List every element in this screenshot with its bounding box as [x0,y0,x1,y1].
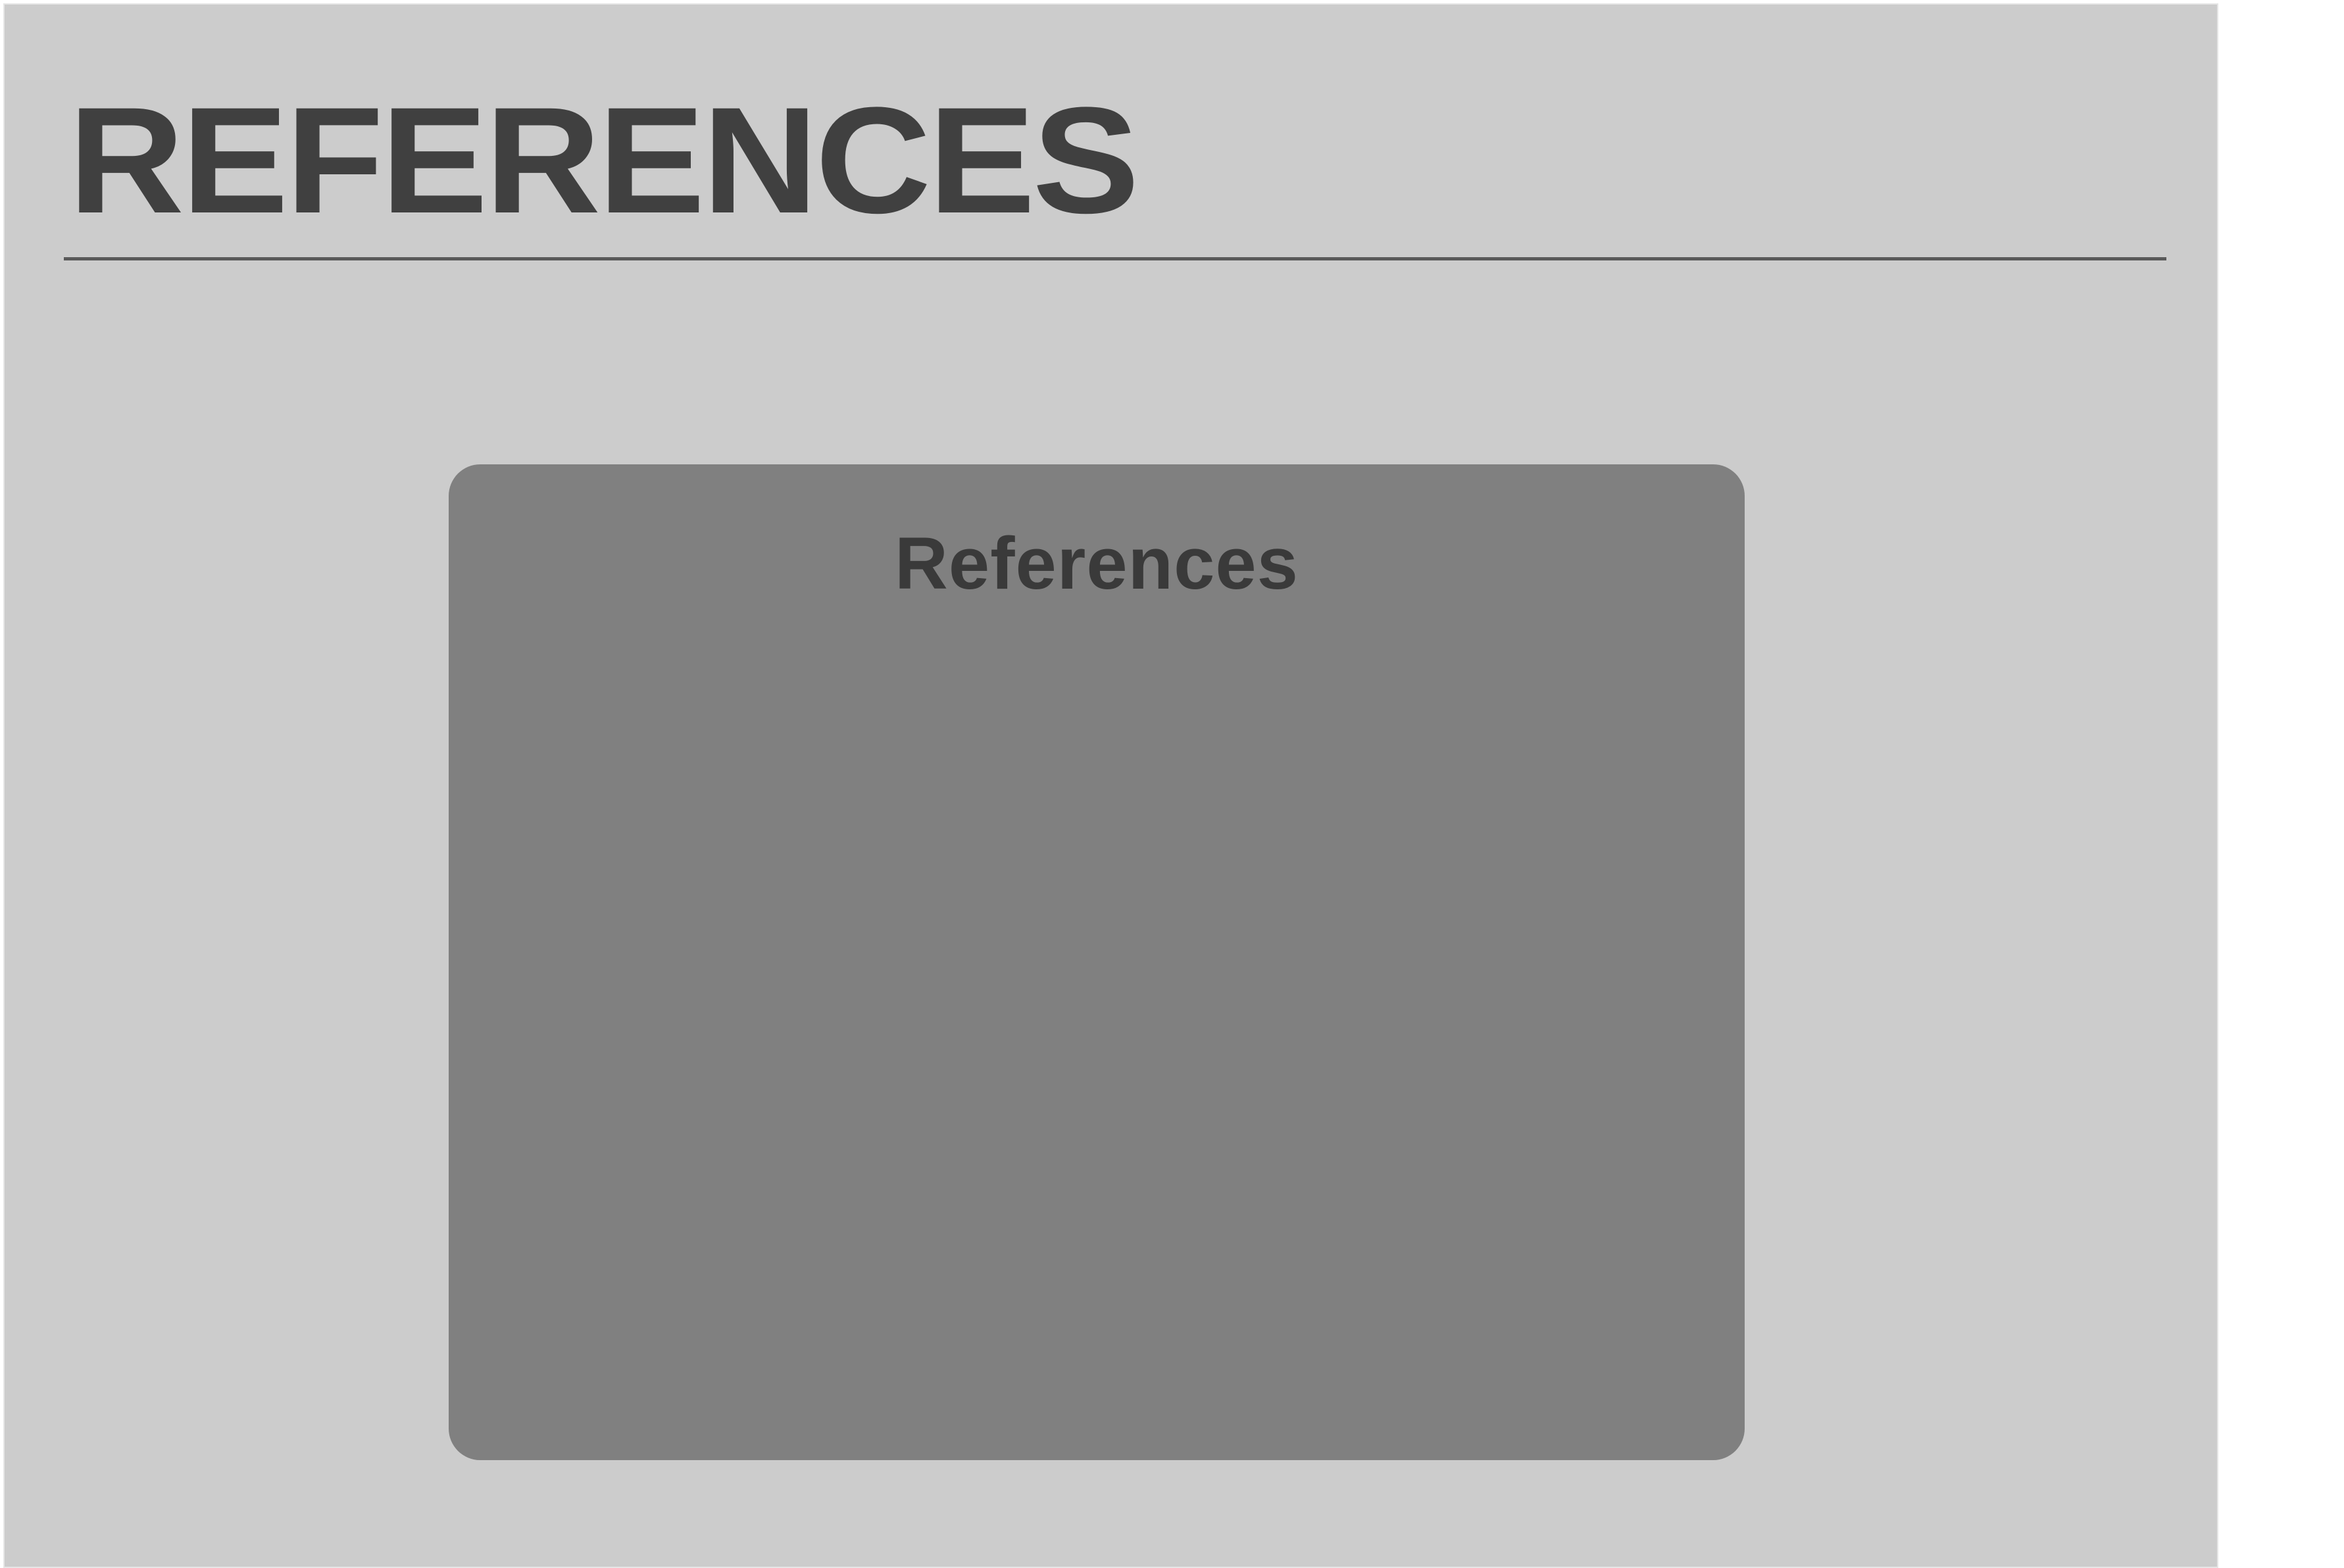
page-title: REFERENCES [68,76,1139,245]
panel-heading: References [895,522,1299,604]
references-panel: References [449,464,1745,1460]
title-divider [64,257,2166,260]
slide: REFERENCES References [3,3,2218,1568]
